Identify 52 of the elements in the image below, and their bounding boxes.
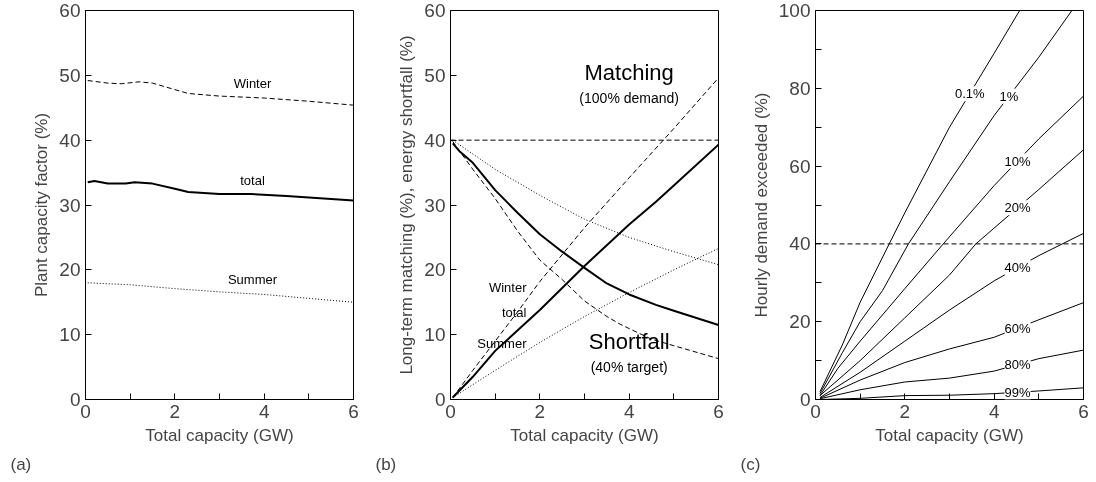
y-tick-label: 50 bbox=[424, 64, 446, 86]
y-tick-label: 50 bbox=[59, 64, 81, 86]
series-label: total bbox=[240, 172, 265, 188]
series-label: total bbox=[501, 305, 527, 321]
series-label: Winter bbox=[233, 76, 272, 92]
y-tick-label: 60 bbox=[789, 155, 811, 177]
text: (b) bbox=[375, 454, 397, 474]
text: (c) bbox=[740, 454, 761, 474]
series-label: 60% bbox=[1004, 320, 1032, 336]
x-tick-label: 2 bbox=[169, 400, 181, 422]
y-axis-title: Long-term matching (%), energy shortfall (%) bbox=[397, 35, 417, 375]
x-tick-label: 4 bbox=[988, 400, 1000, 422]
annotation: (40% target) bbox=[590, 359, 668, 376]
x-tick-label: 6 bbox=[713, 400, 724, 422]
y-tick-label: 40 bbox=[59, 129, 81, 151]
x-axis-title: Total capacity (GW) bbox=[875, 425, 1024, 445]
text: (a) bbox=[10, 454, 32, 474]
annotation: (100% demand) bbox=[579, 90, 679, 107]
y-tick-label: 10 bbox=[59, 324, 81, 346]
y-axis-title: Hourly demand exceeded (%) bbox=[751, 92, 771, 318]
series-label: 80% bbox=[1004, 357, 1032, 373]
series-label: 40% bbox=[1004, 260, 1032, 276]
y-tick-label: 20 bbox=[424, 259, 446, 281]
annotation: Matching bbox=[584, 59, 674, 85]
series-label: 99% bbox=[1004, 384, 1032, 400]
y-tick-label: 60 bbox=[59, 0, 81, 21]
y-tick-label: 10 bbox=[424, 324, 446, 346]
x-axis-title: Total capacity (GW) bbox=[145, 425, 294, 445]
x-tick-label: 6 bbox=[348, 400, 359, 422]
series-label: Summer bbox=[227, 272, 278, 288]
y-tick-label: 100 bbox=[778, 0, 811, 21]
x-tick-label: 2 bbox=[899, 400, 911, 422]
series-label: 0.1% bbox=[954, 86, 985, 102]
y-tick-label: 20 bbox=[59, 259, 81, 281]
x-tick-label: 4 bbox=[258, 400, 270, 422]
x-tick-label: 4 bbox=[623, 400, 635, 422]
y-tick-label: 40 bbox=[424, 129, 446, 151]
series-label: Winter bbox=[488, 280, 528, 296]
x-tick-label: 6 bbox=[1078, 400, 1089, 422]
y-axis-title: Plant capacity factor (%) bbox=[32, 112, 52, 298]
y-tick-label: 20 bbox=[789, 311, 811, 333]
annotation: Shortfall bbox=[588, 328, 670, 354]
y-tick-label: 30 bbox=[424, 194, 446, 216]
x-tick-label: 2 bbox=[534, 400, 546, 422]
series-label: 10% bbox=[1004, 153, 1032, 169]
x-axis-title: Total capacity (GW) bbox=[510, 425, 659, 445]
y-tick-label: 40 bbox=[789, 233, 811, 255]
series-label: 20% bbox=[1004, 200, 1032, 216]
series-label: 1% bbox=[999, 88, 1019, 104]
y-tick-label: 30 bbox=[59, 194, 81, 216]
y-tick-label: 80 bbox=[789, 77, 811, 99]
y-tick-label: 60 bbox=[424, 0, 446, 21]
